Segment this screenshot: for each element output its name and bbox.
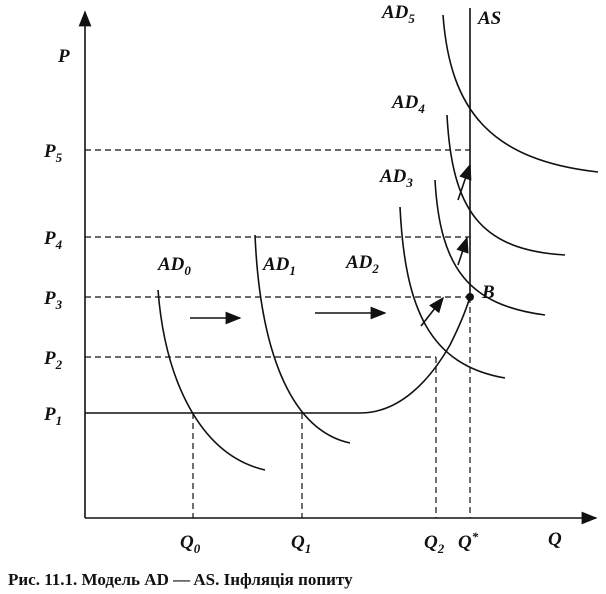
quantity-label-main: Q — [424, 532, 438, 553]
x-axis-label: Q — [548, 529, 562, 550]
ad3-curve — [434, 179, 546, 316]
price-label: P1 — [43, 404, 62, 428]
quantity-label-main: Q — [458, 532, 472, 553]
price-label: P2 — [43, 348, 63, 372]
curve-label: AS — [477, 8, 501, 29]
curve-label-main: AS — [477, 8, 501, 29]
ad0-curve — [157, 289, 266, 471]
curve-label-main: AD — [379, 166, 407, 187]
quantity-label-sup: * — [472, 529, 479, 544]
quantity-label: Q1 — [291, 532, 311, 556]
y-axis-label: P — [57, 46, 70, 67]
as-curve — [85, 8, 471, 414]
price-label-main: P — [43, 141, 56, 162]
price-label-sub: 1 — [56, 413, 63, 428]
quantity-label-main: Q — [291, 532, 305, 553]
price-guides — [85, 149, 470, 358]
ad5-curve — [442, 14, 599, 173]
curve-label-sub: 1 — [289, 263, 296, 278]
quantity-label: Q2 — [424, 532, 445, 556]
curve-label-sub: 0 — [184, 263, 191, 278]
price-label-sub: 4 — [55, 237, 63, 252]
curves — [85, 8, 599, 471]
shift-arrow — [457, 163, 472, 201]
point-label: B — [481, 282, 495, 303]
quantity-label-sub: 2 — [437, 541, 445, 556]
quantity-label-sub: 1 — [305, 541, 312, 556]
quantity-label: Q0 — [180, 532, 201, 556]
price-label-main: P — [43, 228, 56, 249]
curve-label-sub: 3 — [405, 175, 413, 190]
curve-label: AD5 — [381, 2, 415, 26]
quantity-label-main: Q — [180, 532, 194, 553]
curve-label: AD3 — [379, 166, 413, 190]
curve-label-main: AD — [381, 2, 409, 23]
price-label: P3 — [43, 288, 63, 312]
price-label-main: P — [43, 348, 56, 369]
curve-label-sub: 5 — [408, 11, 415, 26]
curve-label-main: AD — [345, 252, 373, 273]
ad2-curve — [399, 206, 506, 379]
shift-arrow — [420, 296, 444, 327]
curve-label: AD2 — [345, 252, 379, 276]
price-label-main: P — [43, 404, 56, 425]
price-label-sub: 3 — [55, 297, 63, 312]
equilibrium-point — [466, 293, 474, 301]
ad1-curve — [254, 234, 351, 444]
price-label: P4 — [43, 228, 63, 252]
axes — [78, 10, 598, 525]
shift-arrow — [456, 236, 469, 266]
price-label-sub: 5 — [56, 150, 63, 165]
curve-label: AD1 — [262, 254, 296, 278]
curve-label-main: AD — [391, 92, 419, 113]
curve-label: AD4 — [391, 92, 425, 116]
quantity-label-sub: 0 — [194, 541, 201, 556]
ad4-curve — [446, 114, 566, 256]
guides — [85, 149, 471, 518]
curve-label-sub: 2 — [371, 261, 379, 276]
curve-label-main: AD — [262, 254, 290, 275]
caption: Рис. 11.1. Модель AD — AS. Інфляція попи… — [8, 570, 353, 589]
price-label-sub: 2 — [55, 357, 63, 372]
quantity-label: Q* — [458, 529, 479, 553]
curve-label-main: AD — [157, 254, 185, 275]
quantity-guides — [192, 297, 471, 518]
price-label-main: P — [43, 288, 56, 309]
shift-arrows — [190, 163, 472, 327]
curve-label: AD0 — [157, 254, 191, 278]
price-label: P5 — [43, 141, 63, 165]
curve-label-sub: 4 — [417, 101, 425, 116]
